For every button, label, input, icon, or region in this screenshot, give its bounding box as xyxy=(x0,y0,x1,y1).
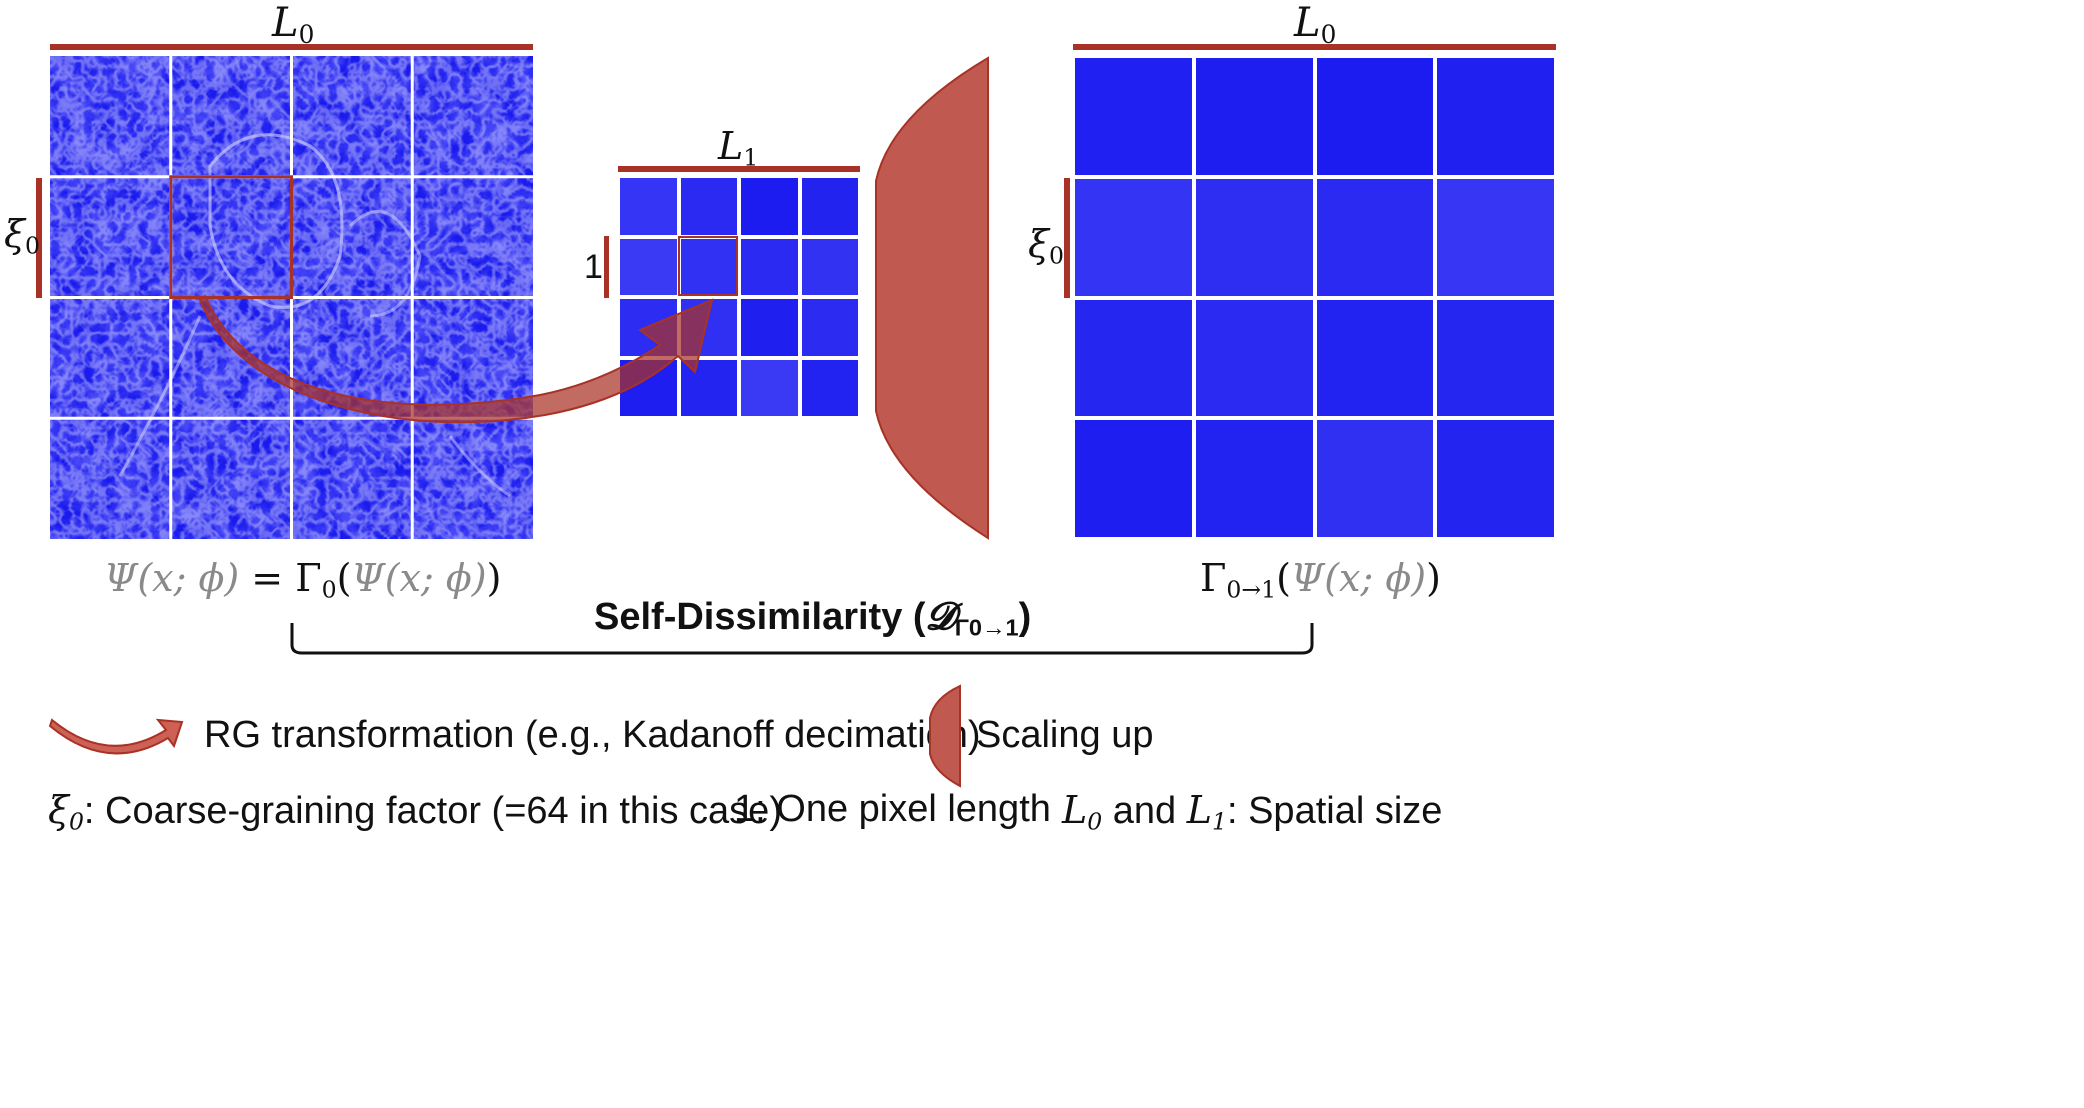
middle-cell-4 xyxy=(618,236,679,297)
middle-cell-14 xyxy=(739,357,800,418)
legend-pixel: 1: One pixel length xyxy=(734,788,1051,830)
right-cell-14 xyxy=(1314,418,1436,539)
middle-coarse-grid xyxy=(618,176,860,418)
middle-width-bar xyxy=(618,166,860,172)
left-xi-label: ξ0 xyxy=(4,212,40,260)
middle-cell-11 xyxy=(799,297,860,358)
legend-xi: ξ0: Coarse-graining factor (=64 in this … xyxy=(48,788,782,836)
middle-cell-0 xyxy=(618,176,679,237)
scaling-up-shape xyxy=(875,56,989,540)
middle-cell-2 xyxy=(739,176,800,237)
middle-pixel-bar xyxy=(604,236,609,298)
middle-pixel-label: 1 xyxy=(584,248,603,286)
legend-rg-label: RG transformation (e.g., Kadanoff decima… xyxy=(204,714,981,756)
left-caption: Ψ(x; ϕ) = Γ0(Ψ(x; ϕ)) xyxy=(104,556,502,604)
right-cell-5 xyxy=(1193,176,1315,298)
legend-size: L0 and L1: Spatial size xyxy=(1062,788,1443,836)
right-cell-0 xyxy=(1073,56,1194,177)
right-cell-7 xyxy=(1435,176,1556,298)
right-cell-2 xyxy=(1314,56,1436,177)
legend-rg-arrow-icon xyxy=(48,718,184,755)
left-field-image xyxy=(50,56,533,539)
right-cell-9 xyxy=(1193,297,1315,419)
right-scaled-grid xyxy=(1073,56,1556,539)
middle-cell-10 xyxy=(739,297,800,358)
legend-scaling-label: Scaling up xyxy=(976,714,1154,756)
right-cell-15 xyxy=(1435,418,1556,539)
middle-cell-6 xyxy=(739,236,800,297)
middle-cell-7 xyxy=(799,236,860,297)
self-dissimilarity-label: Self-Dissimilarity (𝓓Γ0→1) xyxy=(594,593,1032,641)
right-cell-12 xyxy=(1073,418,1194,539)
right-xi-label: ξ0 xyxy=(1028,222,1064,270)
left-highlight-block xyxy=(169,175,293,299)
right-cell-6 xyxy=(1314,176,1436,298)
right-cell-10 xyxy=(1314,297,1436,419)
self-dissimilarity-bracket xyxy=(290,623,1314,655)
right-cell-4 xyxy=(1073,176,1194,298)
left-width-bar xyxy=(50,44,533,50)
middle-highlight-pixel xyxy=(678,236,738,296)
legend-scaling-icon xyxy=(929,684,961,788)
right-width-label: L0 xyxy=(1294,0,1337,49)
middle-cell-15 xyxy=(799,357,860,418)
left-width-label: L0 xyxy=(272,0,315,49)
right-xi-bar xyxy=(1064,178,1070,298)
right-cell-11 xyxy=(1435,297,1556,419)
middle-cell-1 xyxy=(678,176,739,237)
middle-cell-13 xyxy=(678,357,739,418)
middle-width-label: L1 xyxy=(718,124,759,172)
right-cell-8 xyxy=(1073,297,1194,419)
right-cell-13 xyxy=(1193,418,1315,539)
right-width-bar xyxy=(1073,44,1556,50)
right-caption: Γ0→1(Ψ(x; ϕ)) xyxy=(1200,556,1441,604)
right-cell-1 xyxy=(1193,56,1315,177)
middle-cell-3 xyxy=(799,176,860,237)
right-cell-3 xyxy=(1435,56,1556,177)
middle-cell-5 xyxy=(678,236,739,297)
left-xi-bar xyxy=(36,178,42,298)
